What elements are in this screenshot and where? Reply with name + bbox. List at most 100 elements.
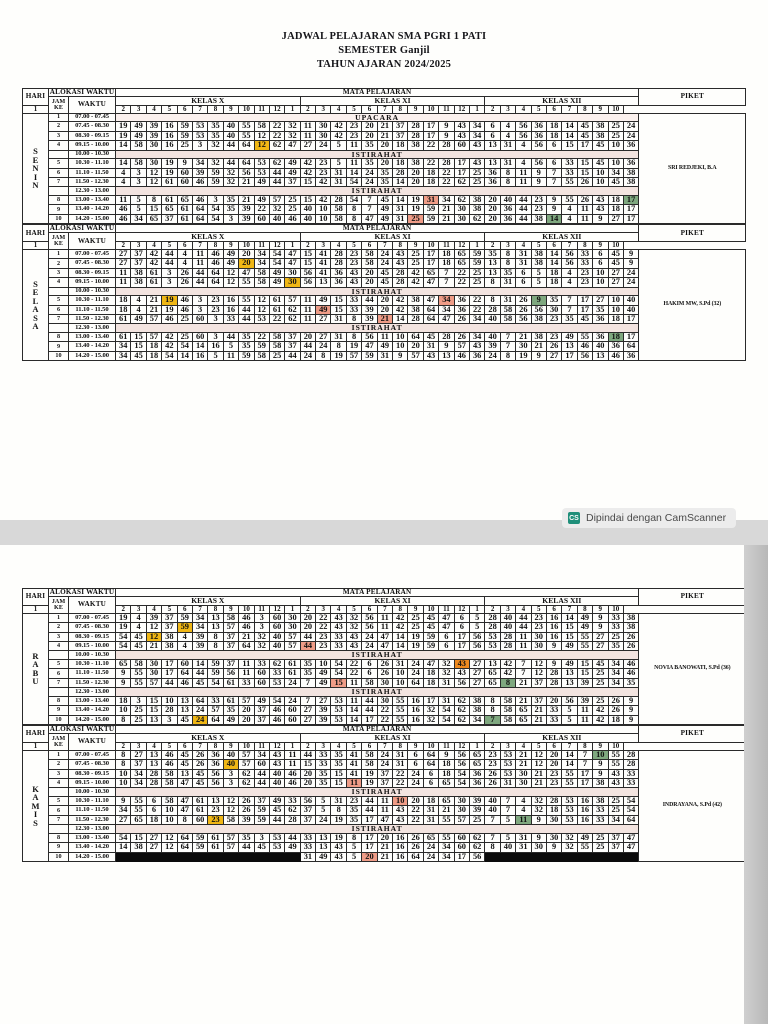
lesson-cell-xii[interactable]: 47 [622, 832, 640, 844]
lesson-cell-xi[interactable]: 47 [376, 640, 394, 652]
lesson-cell-xi[interactable]: 17 [422, 121, 440, 132]
lesson-cell-x[interactable]: 53 [268, 677, 286, 689]
lesson-cell-xi[interactable]: 49 [315, 851, 332, 863]
lesson-cell-xi[interactable]: 49 [315, 668, 332, 679]
lesson-cell-xi[interactable]: 8 [330, 805, 347, 816]
lesson-cell-x[interactable]: 19 [114, 121, 132, 132]
lesson-cell-xii[interactable]: 14 [561, 749, 578, 761]
lesson-cell-x[interactable]: 39 [145, 130, 163, 142]
lesson-cell-x[interactable]: 3 [253, 612, 270, 624]
lesson-cell-xii[interactable]: 33 [607, 622, 624, 633]
lesson-cell-x[interactable]: 19 [161, 158, 178, 169]
lesson-cell-x[interactable]: 64 [191, 213, 209, 225]
lesson-cell-xii[interactable]: 26 [545, 341, 563, 352]
lesson-cell-xii[interactable]: 5 [530, 277, 547, 288]
lesson-cell-xi[interactable]: 11 [345, 158, 363, 169]
lesson-cell-xi[interactable]: 11 [345, 677, 363, 689]
lesson-cell-x[interactable]: 4 [114, 167, 132, 179]
lesson-cell-xi[interactable]: 65 [453, 258, 470, 269]
lesson-cell-xii[interactable]: 6 [592, 258, 609, 269]
lesson-cell-xi[interactable]: 17 [453, 631, 470, 643]
lesson-cell-x[interactable]: 10 [161, 814, 178, 826]
lesson-cell-x[interactable]: 26 [176, 277, 193, 288]
lesson-cell-xi[interactable]: 16 [407, 714, 424, 726]
lesson-cell-xii[interactable]: 45 [592, 658, 609, 670]
lesson-cell-xi[interactable]: 33 [315, 749, 332, 761]
lesson-cell-x[interactable]: 49 [130, 314, 147, 325]
lesson-cell-xi[interactable]: 22 [315, 612, 332, 624]
lesson-cell-x[interactable]: 34 [114, 350, 132, 362]
lesson-cell-xi[interactable]: 57 [407, 350, 424, 362]
lesson-cell-x[interactable]: 37 [253, 714, 270, 726]
lesson-cell-x[interactable]: 17 [161, 668, 178, 679]
lesson-cell-xi[interactable]: 64 [407, 851, 424, 863]
lesson-cell-xi[interactable]: 21 [376, 121, 394, 132]
lesson-cell-x[interactable]: 32 [222, 167, 240, 179]
lesson-cell-xii[interactable]: 30 [545, 832, 563, 844]
lesson-cell-x[interactable]: 14 [191, 341, 209, 352]
lesson-cell-xii[interactable]: 7 [576, 759, 594, 770]
lesson-cell-xii[interactable]: 5 [499, 832, 517, 844]
lesson-cell-x[interactable]: 26 [238, 805, 255, 816]
lesson-cell-xii[interactable]: 7 [515, 668, 532, 679]
lesson-cell-x[interactable]: 8 [145, 194, 163, 206]
lesson-cell-xi[interactable]: 62 [453, 176, 470, 188]
lesson-cell-x[interactable]: 12 [253, 140, 270, 151]
lesson-cell-x[interactable]: 21 [238, 631, 255, 643]
lesson-cell-x[interactable]: 38 [161, 631, 178, 643]
lesson-cell-x[interactable]: 23 [207, 814, 224, 826]
lesson-cell-x[interactable]: 33 [238, 677, 255, 689]
lesson-cell-x[interactable]: 65 [114, 658, 132, 670]
lesson-cell-xi[interactable]: 38 [407, 304, 424, 316]
lesson-cell-xi[interactable]: 45 [422, 612, 440, 624]
lesson-cell-xii[interactable]: 24 [622, 267, 640, 279]
lesson-cell-xii[interactable]: 7 [515, 658, 532, 670]
lesson-cell-xii[interactable]: 12 [530, 749, 547, 761]
lesson-cell-xi[interactable]: 53 [330, 695, 347, 707]
lesson-cell-x[interactable]: 35 [222, 204, 240, 215]
lesson-cell-x[interactable]: 37 [284, 176, 301, 188]
lesson-cell-xi[interactable]: 60 [453, 140, 470, 151]
lesson-cell-x[interactable]: 59 [238, 350, 255, 362]
lesson-cell-xii[interactable]: 23 [576, 267, 594, 279]
lesson-cell-x[interactable]: 25 [130, 714, 147, 726]
lesson-cell-xii[interactable]: 40 [499, 194, 517, 206]
lesson-cell-x[interactable]: 64 [191, 695, 209, 707]
lesson-cell-xii[interactable]: 55 [607, 749, 624, 761]
lesson-cell-x[interactable]: 32 [253, 640, 270, 652]
lesson-cell-x[interactable]: 14 [176, 350, 193, 362]
lesson-cell-xii[interactable]: 27 [592, 640, 609, 652]
lesson-cell-x[interactable]: 61 [191, 796, 209, 807]
lesson-cell-x[interactable]: 20 [238, 258, 255, 269]
lesson-cell-xi[interactable]: 39 [468, 796, 486, 807]
lesson-cell-x[interactable]: 12 [222, 805, 240, 816]
lesson-cell-xii[interactable]: 23 [545, 314, 563, 325]
lesson-cell-x[interactable]: 61 [191, 805, 209, 816]
lesson-cell-xi[interactable]: 65 [422, 267, 440, 279]
lesson-cell-x[interactable]: 17 [161, 658, 178, 670]
lesson-cell-xii[interactable]: 11 [515, 814, 532, 826]
lesson-cell-xi[interactable]: 53 [330, 714, 347, 726]
lesson-cell-xi[interactable]: 23 [345, 249, 363, 260]
lesson-cell-xi[interactable]: 19 [330, 814, 347, 826]
lesson-cell-xi[interactable]: 14 [392, 194, 409, 206]
lesson-cell-xii[interactable]: 7 [545, 176, 563, 188]
lesson-cell-xi[interactable]: 24 [376, 749, 394, 761]
lesson-cell-xi[interactable]: 59 [468, 258, 486, 269]
lesson-cell-x[interactable]: 45 [176, 749, 193, 761]
lesson-cell-x[interactable]: 3 [191, 295, 209, 306]
lesson-cell-x[interactable]: 40 [268, 778, 286, 789]
lesson-cell-xi[interactable]: 56 [468, 631, 486, 643]
lesson-cell-xi[interactable]: 20 [361, 851, 378, 863]
lesson-cell-xi[interactable]: 56 [299, 267, 317, 279]
lesson-cell-x[interactable]: 27 [114, 258, 132, 269]
lesson-cell-xi[interactable]: 31 [392, 213, 409, 225]
lesson-cell-xii[interactable]: 17 [576, 140, 594, 151]
lesson-cell-xi[interactable]: 25 [468, 277, 486, 288]
lesson-cell-x[interactable]: 61 [114, 314, 132, 325]
lesson-cell-xii[interactable]: 40 [484, 332, 501, 343]
lesson-cell-xii[interactable]: 23 [545, 332, 563, 343]
lesson-cell-xi[interactable]: 28 [330, 258, 347, 269]
lesson-cell-x[interactable]: 16 [222, 295, 240, 306]
lesson-cell-xii[interactable]: 56 [515, 130, 532, 142]
